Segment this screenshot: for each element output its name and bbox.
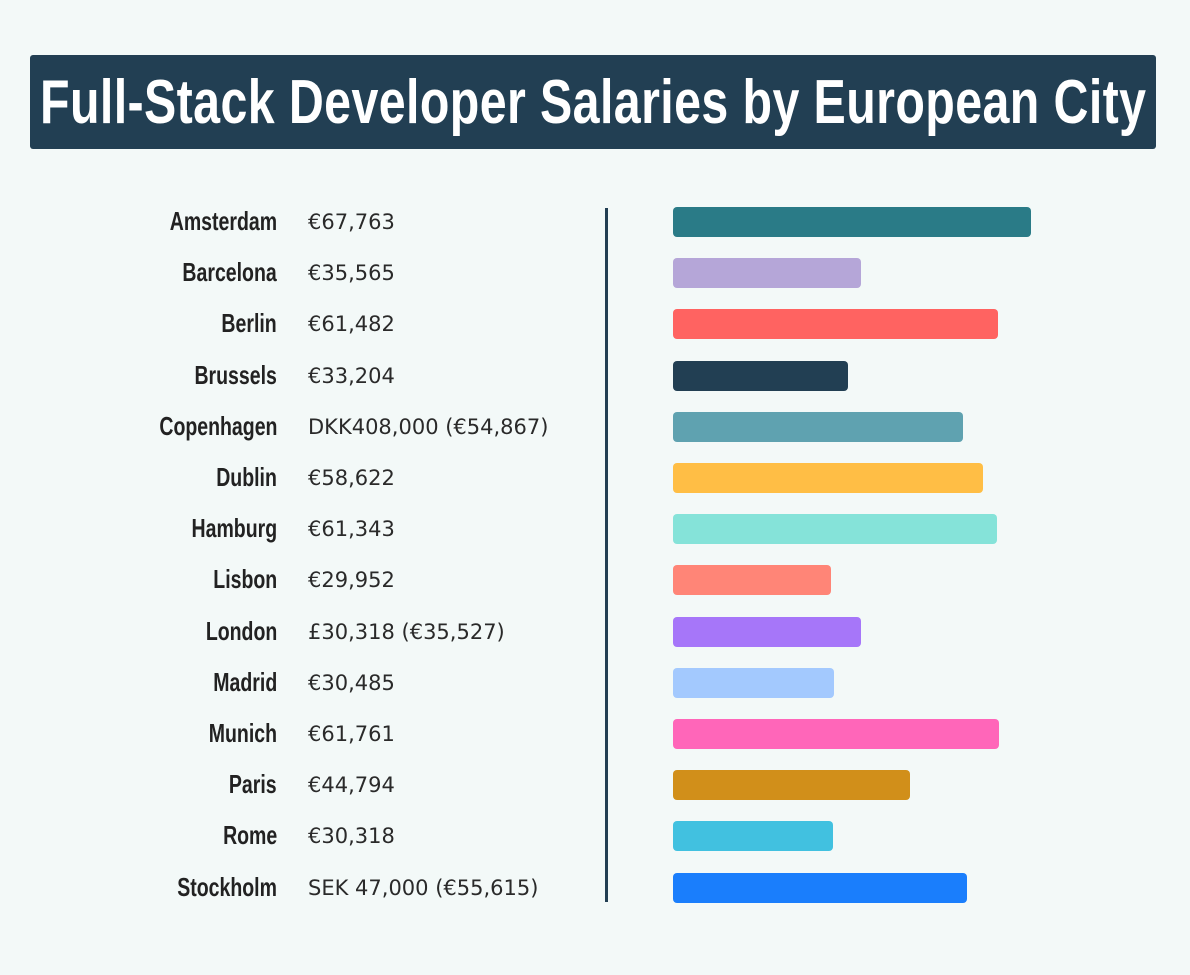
title-banner: Full-Stack Developer Salaries by Europea… <box>30 55 1156 149</box>
salary-label: DKK408,000 (€54,867) <box>308 414 549 439</box>
city-label: Hamburg <box>191 513 277 544</box>
bar-row: Madrid €30,485 <box>0 663 1190 703</box>
bar-row: London £30,318 (€35,527) <box>0 612 1190 652</box>
bar-row: Brussels €33,204 <box>0 356 1190 396</box>
salary-label: €67,763 <box>308 210 395 234</box>
salary-label: £30,318 (€35,527) <box>308 619 505 644</box>
bar-london <box>673 616 861 647</box>
city-label: Madrid <box>213 666 277 697</box>
bar-row: Munich €61,761 <box>0 714 1190 754</box>
bar-amsterdam <box>673 207 1031 237</box>
salary-label: €35,565 <box>308 261 395 286</box>
bar-stockholm <box>673 872 967 903</box>
city-label: London <box>205 615 277 646</box>
bar-rome <box>673 821 834 852</box>
salary-label: €33,204 <box>308 363 395 388</box>
bar-barcelona <box>673 258 861 289</box>
salary-label: €61,343 <box>308 517 395 542</box>
bar-row: Barcelona €35,565 <box>0 253 1190 293</box>
city-label: Munich <box>208 718 277 748</box>
bar-hamburg <box>673 514 998 545</box>
city-label: Stockholm <box>177 871 277 902</box>
bar-row: Hamburg €61,343 <box>0 509 1190 549</box>
bar-copenhagen <box>673 411 963 442</box>
city-label: Lisbon <box>213 564 277 595</box>
salary-label: €44,794 <box>308 773 395 798</box>
city-label: Copenhagen <box>158 410 277 441</box>
salary-label: €61,761 <box>308 722 395 746</box>
salary-label: €29,952 <box>308 568 395 593</box>
city-label: Dublin <box>216 462 277 492</box>
city-label: Amsterdam <box>169 206 277 236</box>
bar-lisbon <box>673 565 832 596</box>
bar-row: Amsterdam €67,763 <box>0 202 1190 242</box>
city-label: Paris <box>229 769 277 800</box>
chart-title: Full-Stack Developer Salaries by Europea… <box>39 67 1147 137</box>
bar-brussels <box>673 360 849 391</box>
salary-label: €30,485 <box>308 670 395 695</box>
bar-row: Stockholm SEK 47,000 (€55,615) <box>0 868 1190 908</box>
city-label: Berlin <box>221 308 277 339</box>
city-label: Barcelona <box>182 257 277 288</box>
salary-label: €30,318 <box>308 824 395 849</box>
salary-label: SEK 47,000 (€55,615) <box>308 875 539 900</box>
bar-madrid <box>673 667 835 698</box>
salary-label: €58,622 <box>308 466 395 490</box>
bar-row: Rome €30,318 <box>0 816 1190 856</box>
bar-berlin <box>673 309 998 340</box>
bar-row: Copenhagen DKK408,000 (€54,867) <box>0 407 1190 447</box>
bar-row: Dublin €58,622 <box>0 458 1190 498</box>
bar-dublin <box>673 463 983 493</box>
divider-line <box>605 208 608 902</box>
salary-label: €61,482 <box>308 312 395 337</box>
bar-munich <box>673 719 1000 749</box>
city-label: Brussels <box>194 359 277 390</box>
bar-paris <box>673 770 910 801</box>
city-label: Rome <box>222 820 277 851</box>
bar-row: Lisbon €29,952 <box>0 560 1190 600</box>
bar-row: Berlin €61,482 <box>0 304 1190 344</box>
bar-row: Paris €44,794 <box>0 765 1190 805</box>
